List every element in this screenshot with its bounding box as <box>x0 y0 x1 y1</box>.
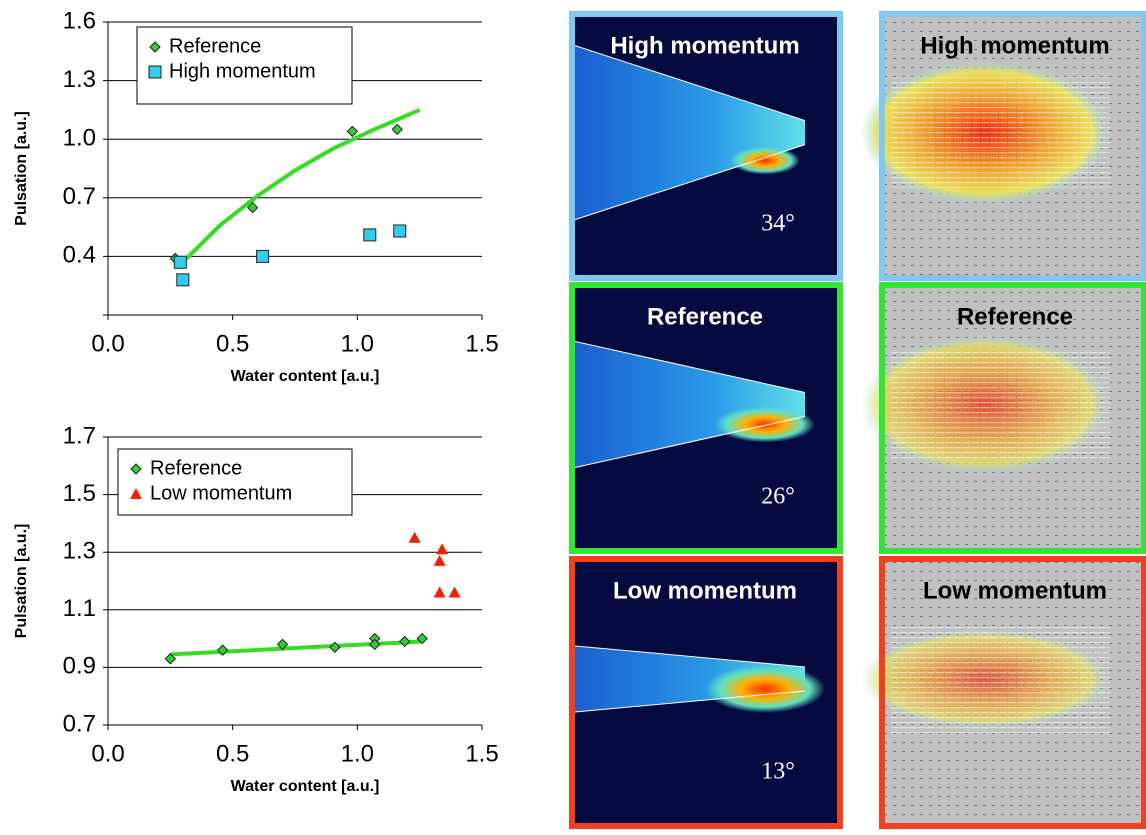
y-tick-label: 1.3 <box>63 66 96 93</box>
y-tick-label: 0.7 <box>63 710 96 737</box>
marker <box>149 66 161 78</box>
marker <box>370 639 380 649</box>
figure: 0.4 0.7 1.0 1.3 1.6 0.0 0.5 1.0 1.5 Water content… <box>0 0 1146 830</box>
panel-title: High momentum <box>920 32 1109 59</box>
y-tick-label: 1.6 <box>63 7 96 34</box>
vector-arrows <box>890 350 1110 460</box>
marker <box>434 587 446 598</box>
x-tick-label: 0.0 <box>91 740 124 767</box>
panel-title: Low momentum <box>923 577 1107 604</box>
legend-label: Low momentum <box>150 482 292 504</box>
panel-title: Low momentum <box>613 577 797 604</box>
angle-label: 13° <box>761 759 795 785</box>
x-tick-label: 1.0 <box>341 330 374 357</box>
trendline <box>183 110 420 262</box>
image-panel: High momentum 34° <box>572 14 840 278</box>
marker <box>364 229 376 241</box>
hot-spot <box>715 407 815 443</box>
hot-spot <box>705 665 825 713</box>
marker <box>409 532 421 543</box>
x-axis-title: Water content [a.u.] <box>231 368 380 385</box>
x-tick-label: 0.5 <box>216 330 249 357</box>
y-axis-title: Pulsation [a.u.] <box>13 524 30 639</box>
marker <box>400 636 410 646</box>
y-tick-label: 1.1 <box>63 595 96 622</box>
marker <box>394 225 406 237</box>
x-tick-label: 1.0 <box>341 740 374 767</box>
x-tick-label: 1.5 <box>465 330 498 357</box>
legend-label: High momentum <box>169 60 316 82</box>
y-tick-label: 0.9 <box>63 653 96 680</box>
angle-label: 26° <box>761 484 795 510</box>
marker <box>449 587 461 598</box>
angle-label: 34° <box>761 211 795 237</box>
x-tick-label: 1.5 <box>465 740 498 767</box>
y-tick-label: 1.0 <box>63 125 96 152</box>
vector-panel: Low momentum <box>860 559 1144 826</box>
vector-arrows <box>890 624 1110 734</box>
y-axis-title: Pulsation [a.u.] <box>13 111 30 226</box>
y-tick-label: 1.7 <box>63 422 96 449</box>
trendline <box>170 641 422 654</box>
chart: 0.4 0.7 1.0 1.3 1.6 0.0 0.5 1.0 1.5 Water content… <box>13 7 498 385</box>
y-tick-label: 0.7 <box>63 183 96 210</box>
panel-title: Reference <box>647 303 763 330</box>
marker <box>434 555 446 566</box>
marker <box>330 642 340 652</box>
marker <box>347 126 357 136</box>
y-tick-label: 0.4 <box>63 242 96 269</box>
marker <box>177 274 189 286</box>
marker <box>392 124 402 134</box>
marker <box>436 543 448 554</box>
image-panel: Low momentum 13° <box>572 559 840 826</box>
vector-panel: High momentum <box>860 14 1144 278</box>
x-axis-title: Water content [a.u.] <box>231 778 380 795</box>
panel-title: High momentum <box>610 32 799 59</box>
x-tick-label: 0.5 <box>216 740 249 767</box>
panel-title: Reference <box>957 303 1073 330</box>
vector-arrows <box>890 78 1110 188</box>
marker <box>174 256 186 268</box>
chart: 0.7 0.9 1.1 1.3 1.5 1.7 0.0 0.5 1.0 1.5 Water cont… <box>13 422 498 795</box>
legend-label: Reference <box>169 35 261 57</box>
image-panel: Reference 26° <box>572 285 840 551</box>
marker <box>257 250 269 262</box>
y-tick-label: 1.3 <box>63 538 96 565</box>
legend-label: Reference <box>150 457 242 479</box>
x-tick-label: 0.0 <box>91 330 124 357</box>
vector-panel: Reference <box>860 285 1144 551</box>
hot-spot <box>730 147 800 175</box>
y-tick-label: 1.5 <box>63 480 96 507</box>
